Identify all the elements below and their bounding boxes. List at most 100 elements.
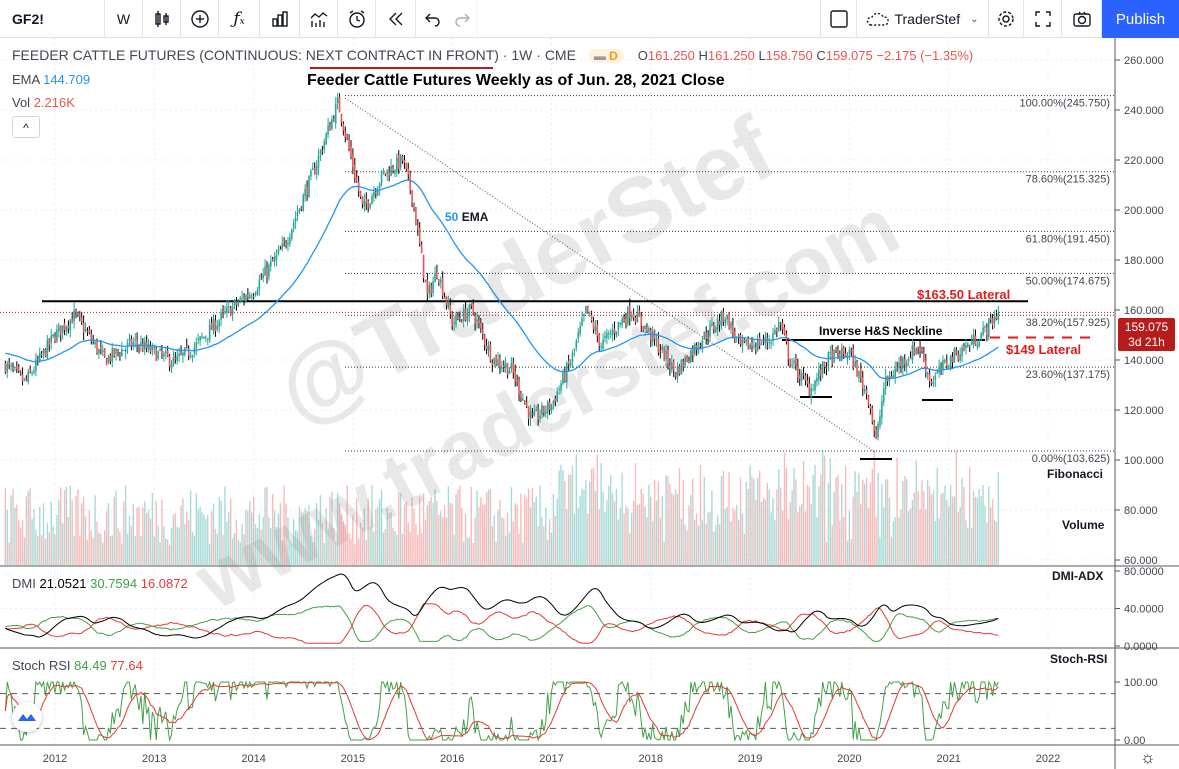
candle-body (16, 366, 18, 369)
volume-bar (558, 470, 560, 565)
candle-body (783, 327, 786, 335)
volume-bar (802, 460, 805, 565)
volume-bar (743, 533, 746, 565)
candle-body (537, 409, 539, 420)
candle-body (124, 348, 127, 353)
alert-button[interactable] (338, 0, 376, 38)
candle-body (758, 337, 761, 346)
candle-body (684, 356, 686, 366)
candle-body (982, 327, 984, 335)
replay-button[interactable] (376, 0, 416, 38)
series-legend: FEEDER CATTLE FUTURES (CONTINUOUS: NEXT … (12, 47, 973, 63)
chart-type-button[interactable] (143, 0, 181, 38)
publish-button[interactable]: Publish (1102, 0, 1179, 38)
candle-body (363, 200, 366, 207)
volume-bar (464, 513, 467, 565)
candle-body (734, 331, 736, 339)
volume-bar (239, 542, 241, 565)
candle-body (187, 348, 190, 357)
volume-bar (440, 511, 442, 565)
volume-bar (42, 503, 45, 565)
volume-bar (306, 511, 308, 565)
volume-bar (126, 533, 129, 565)
candle-body (879, 416, 881, 426)
snapshot-button[interactable] (1062, 0, 1102, 38)
candle-body (212, 318, 215, 332)
templates-button[interactable] (300, 0, 338, 38)
candle-body (823, 361, 826, 368)
layout-button[interactable] (820, 0, 857, 38)
interval-button[interactable]: W (105, 0, 143, 38)
candle-body (359, 190, 362, 197)
candle-body (686, 355, 688, 362)
candle-body (239, 298, 242, 302)
fib-level-label: 78.60%(215.325) (1026, 174, 1110, 186)
compare-button[interactable] (181, 0, 219, 38)
fib-level-label: 0.00%(103.625) (1032, 453, 1110, 465)
volume-bar (163, 526, 165, 565)
volume-bar (611, 493, 614, 565)
volume-bar (911, 500, 914, 565)
candle-body (153, 346, 156, 348)
candle-body (659, 351, 662, 353)
candle-body (797, 365, 799, 378)
alert-icon (348, 10, 365, 28)
volume-bar (60, 487, 62, 565)
time-tick-label: 2013 (142, 753, 166, 765)
candle-body (40, 353, 43, 356)
volume-bar (457, 489, 459, 565)
undo-button[interactable] (416, 0, 448, 38)
volume-bar (963, 487, 965, 565)
volume-bar (287, 517, 289, 565)
volume-bar (424, 519, 427, 565)
volume-bar (986, 522, 988, 565)
volume-bar (459, 485, 461, 565)
symbol-search-button[interactable]: GF2! (0, 0, 105, 38)
volume-bar (787, 519, 789, 565)
candle-body (945, 360, 948, 366)
volume-bar (233, 533, 236, 565)
save-layout-button[interactable]: TraderStef ⌄ (857, 0, 989, 38)
candle-body (856, 362, 858, 377)
fullscreen-button[interactable] (1024, 0, 1062, 38)
indicators-button[interactable]: ƒx (219, 0, 260, 38)
volume-bar (354, 544, 356, 565)
volume-bar (734, 510, 736, 565)
candle-body (380, 171, 383, 184)
volume-bar (562, 470, 564, 565)
candle-body (170, 364, 173, 369)
volume-bar (476, 490, 478, 565)
volume-bar (285, 503, 287, 565)
volume-bar (327, 529, 329, 565)
volume-bar (117, 528, 119, 565)
candle-body (111, 348, 114, 362)
top-toolbar: GF2! W ƒx TraderStef ⌄ Publish (0, 0, 1179, 38)
volume-bar (926, 479, 929, 565)
candle-body (182, 352, 184, 356)
collapse-legend-button[interactable]: ^ (12, 116, 40, 138)
time-axis-settings-button[interactable]: ☼ (1140, 748, 1156, 768)
candle-body (564, 372, 566, 381)
chart-canvas[interactable]: @TraderStefwww.traderstef.com100.00%(245… (0, 38, 1179, 769)
settings-button[interactable] (989, 0, 1024, 38)
candle-body (825, 367, 828, 369)
volume-bar (124, 485, 127, 565)
candle-body (947, 365, 950, 368)
candle-body (44, 349, 47, 357)
bar-chart-button[interactable] (260, 0, 300, 38)
chart-area[interactable]: @TraderStef www.traderstef.com 100.00%(245… (0, 38, 1179, 769)
neckline-label: Inverse H&S Neckline (819, 324, 943, 338)
volume-bar (447, 486, 450, 565)
volume-bar (856, 491, 858, 565)
candle-body (338, 96, 341, 113)
tradingview-logo-button[interactable] (12, 702, 42, 732)
volume-bar (504, 535, 507, 565)
redo-button[interactable] (448, 0, 478, 38)
candle-body (628, 306, 631, 319)
volume-bar (130, 526, 133, 565)
volume-bar (27, 490, 29, 565)
candle-body (294, 217, 297, 222)
volume-bar (426, 505, 429, 565)
candle-body (426, 279, 429, 295)
volume-bar (405, 502, 408, 565)
